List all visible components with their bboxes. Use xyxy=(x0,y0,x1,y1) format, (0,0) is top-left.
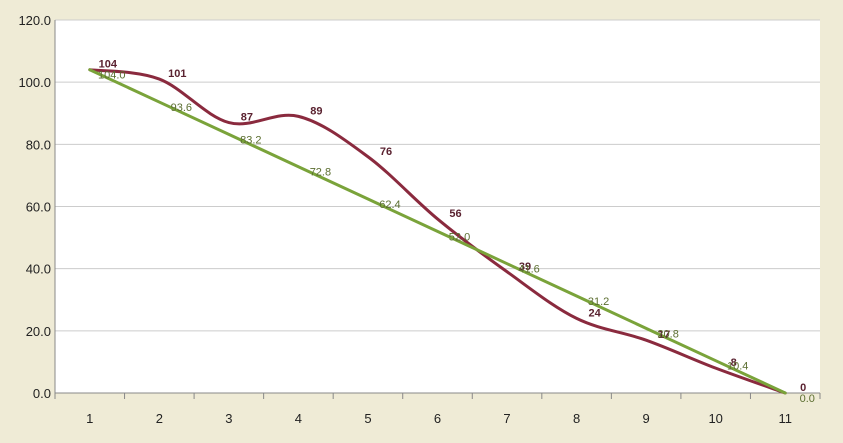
data-label-ideal: 0.0 xyxy=(800,393,815,405)
data-label-ideal: 62.4 xyxy=(379,199,400,211)
x-tick-label: 7 xyxy=(503,411,510,426)
data-label-actual: 24 xyxy=(588,307,601,319)
data-label-ideal: 93.6 xyxy=(171,102,192,114)
x-tick-label: 11 xyxy=(778,411,792,426)
x-tick-label: 9 xyxy=(643,411,650,426)
data-label-actual: 87 xyxy=(241,112,253,124)
data-label-ideal: 52.0 xyxy=(449,231,470,243)
y-tick-label: 60.0 xyxy=(26,200,51,215)
x-tick-label: 4 xyxy=(295,411,302,426)
gridlines xyxy=(55,19,820,332)
data-label-ideal: 104.0 xyxy=(98,70,126,82)
data-label-ideal: 31.2 xyxy=(588,296,609,308)
x-tick-label: 8 xyxy=(573,411,580,426)
data-label-ideal: 10.4 xyxy=(727,361,748,373)
data-label-ideal: 41.6 xyxy=(518,264,539,276)
y-tick-label: 100.0 xyxy=(18,75,51,90)
x-tick-label: 1 xyxy=(86,411,93,426)
series-line-actual xyxy=(88,68,787,395)
x-tick-label: 10 xyxy=(708,411,722,426)
x-tick-label: 6 xyxy=(434,411,441,426)
data-label-actual: 89 xyxy=(310,105,322,117)
x-tick-label: 2 xyxy=(156,411,163,426)
data-label-actual: 0 xyxy=(800,382,806,394)
y-tick-label: 40.0 xyxy=(26,262,51,277)
data-label-actual: 101 xyxy=(168,68,186,80)
series-line-ideal xyxy=(88,68,787,395)
data-label-ideal: 72.8 xyxy=(310,167,331,179)
data-label-actual: 76 xyxy=(380,146,392,158)
y-tick-label: 20.0 xyxy=(26,324,51,339)
data-label-actual: 104 xyxy=(99,59,118,71)
data-label-actual: 56 xyxy=(449,208,461,220)
x-tick-label: 5 xyxy=(364,411,371,426)
y-tick-label: 80.0 xyxy=(26,137,51,152)
x-tick-label: 3 xyxy=(225,411,232,426)
series-lines xyxy=(88,68,787,395)
y-tick-label: 0.0 xyxy=(33,386,51,401)
data-labels: 104 101 87 89 76 56 39 24 17 8 0 104.0 93.6 83.2 72.8 6… xyxy=(98,59,815,405)
y-tick-label: 120.0 xyxy=(18,13,51,28)
data-label-actual: 17 xyxy=(658,329,670,341)
data-label-actual: 8 xyxy=(731,357,737,369)
data-label-ideal: 20.8 xyxy=(657,328,678,340)
data-label-actual: 39 xyxy=(519,261,531,273)
data-label-ideal: 83.2 xyxy=(240,134,261,146)
